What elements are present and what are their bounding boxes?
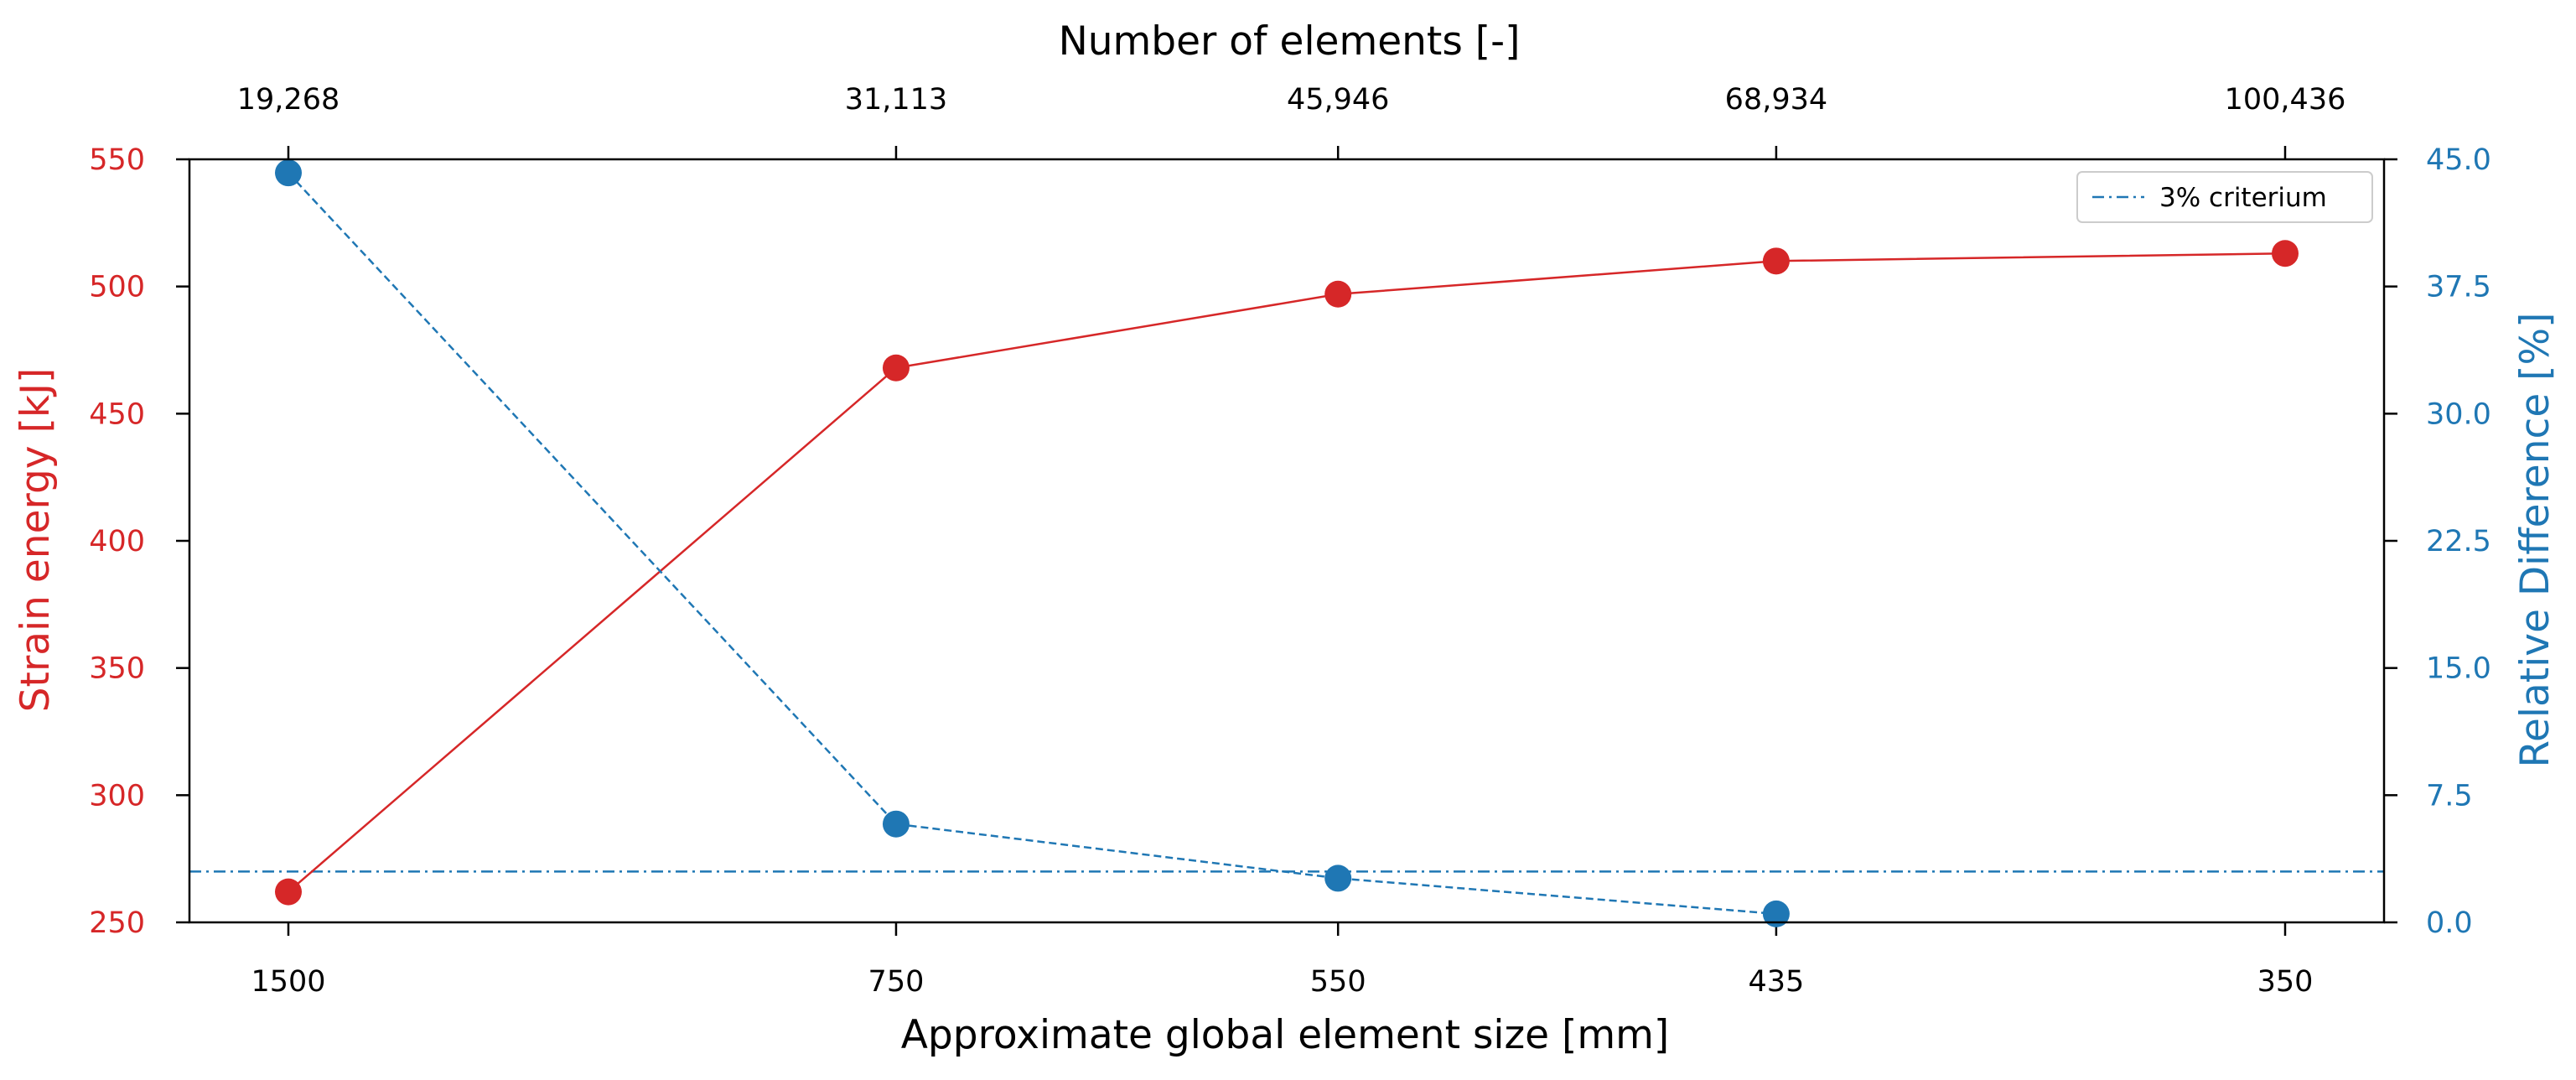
relative-difference-point [1324, 865, 1352, 892]
legend-label-3pct-criterium: 3% criterium [2159, 183, 2327, 213]
x-top-tick-label: 68,934 [1725, 83, 1827, 117]
strain-energy-line [288, 252, 2286, 893]
x-top-tick-label: 45,946 [1287, 83, 1389, 117]
plot-area: 1500 19,268 750 31,113 550 45,946 435 68,934 350… [89, 83, 2491, 999]
x-top-tick-label: 100,436 [2225, 83, 2346, 117]
legend: 3% criterium [2076, 171, 2373, 223]
x-bottom-tick-label: 1500 [251, 965, 325, 999]
plot-frame [188, 158, 2386, 924]
y-left-tick-label: 550 [89, 143, 145, 177]
strain-energy-point [1762, 247, 1790, 275]
strain-energy-point [275, 878, 302, 906]
x-bottom-tick-label: 750 [868, 965, 925, 999]
relative-difference-point [1762, 900, 1790, 927]
y-right-tick-label: 45.0 [2426, 143, 2491, 177]
y-left-tick-label: 300 [89, 779, 145, 813]
relative-difference-point [882, 810, 910, 838]
top-axis-title: Number of elements [-] [1059, 18, 1521, 65]
x-bottom-tick-label: 550 [1310, 965, 1366, 999]
y-left-tick-label: 250 [89, 906, 145, 940]
left-axis-title: Strain energy [kJ] [13, 368, 59, 713]
legend-box [2076, 171, 2373, 223]
relative-difference-point [275, 159, 302, 187]
x-bottom-tick-label: 350 [2257, 965, 2314, 999]
y-left-tick-label: 400 [89, 525, 145, 558]
y-right-tick-label: 7.5 [2426, 779, 2473, 813]
x-top-tick-label: 19,268 [237, 83, 339, 117]
strain-energy-point [1324, 280, 1352, 308]
strain-energy-point [882, 354, 910, 382]
y-right-tick-label: 30.0 [2426, 397, 2491, 431]
right-axis-title: Relative Difference [%] [2512, 312, 2558, 767]
y-right-tick-label: 22.5 [2426, 525, 2491, 558]
y-left-tick-label: 350 [89, 652, 145, 686]
strain-energy-point [2272, 240, 2299, 267]
x-bottom-tick-label: 435 [1748, 965, 1804, 999]
x-top-tick-label: 31,113 [845, 83, 947, 117]
y-right-tick-label: 37.5 [2426, 271, 2491, 304]
y-right-tick-label: 15.0 [2426, 652, 2491, 686]
bottom-axis-title: Approximate global element size [mm] [901, 1012, 1670, 1058]
relative-difference-line [288, 172, 1777, 916]
y-left-tick-label: 500 [89, 271, 145, 304]
y-right-tick-label: 0.0 [2426, 906, 2473, 940]
y-left-tick-label: 450 [89, 397, 145, 431]
